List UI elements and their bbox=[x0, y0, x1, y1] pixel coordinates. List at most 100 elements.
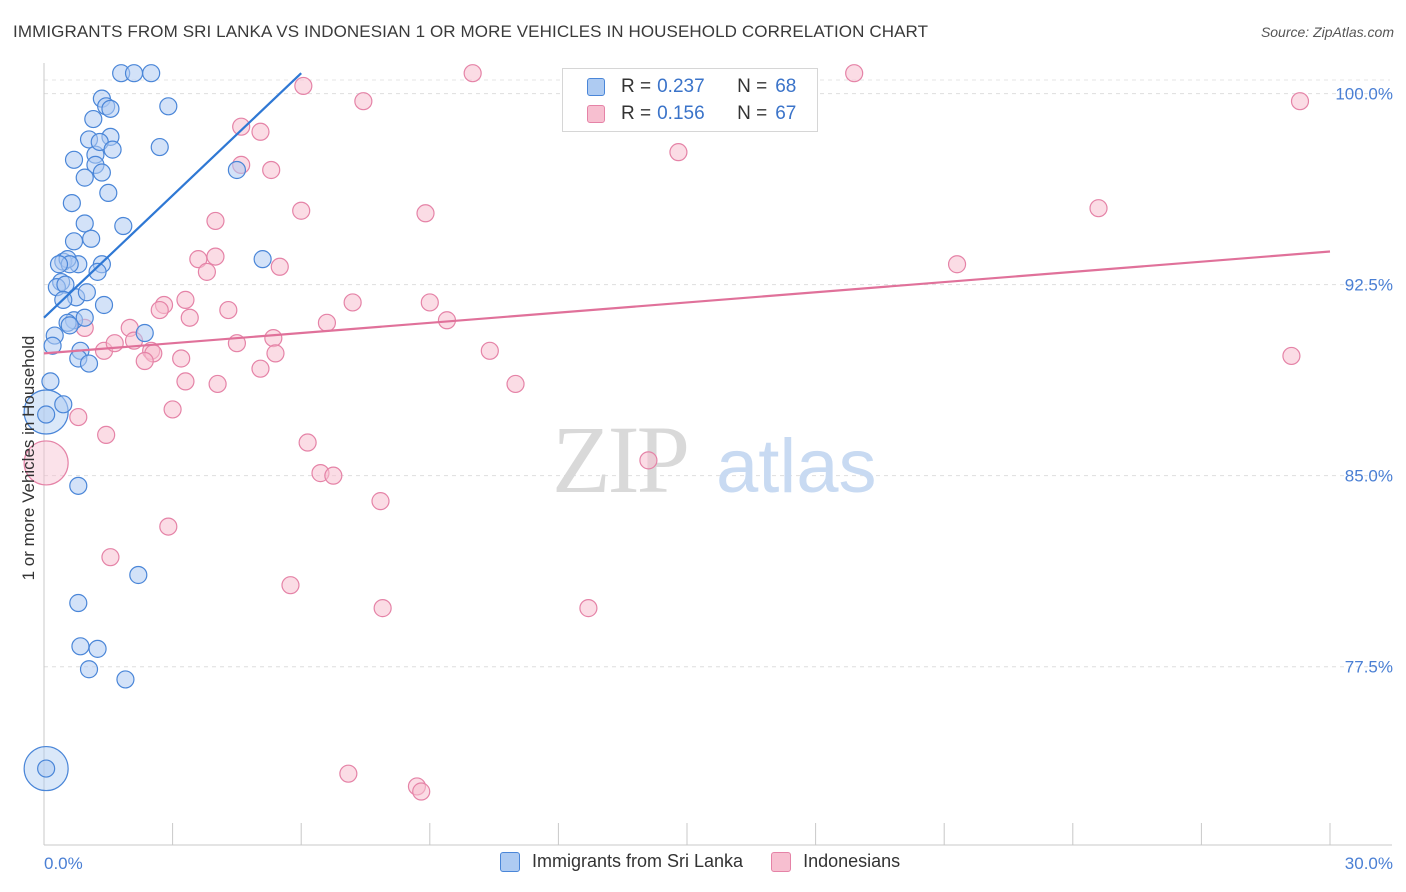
legend-item-indonesians: Indonesians bbox=[771, 851, 900, 872]
legend-r-value: 0.156 bbox=[657, 103, 705, 124]
watermark-atlas: atlas bbox=[716, 424, 877, 509]
sri-lanka-points bbox=[23, 64, 272, 792]
data-point bbox=[129, 565, 148, 585]
data-point bbox=[37, 405, 56, 424]
data-point bbox=[79, 354, 99, 373]
data-point bbox=[99, 183, 118, 203]
legend-row-indonesians: R = 0.156 N = 67 bbox=[587, 102, 796, 126]
y-tick-label: 100.0% bbox=[1335, 85, 1393, 104]
legend-label: Immigrants from Sri Lanka bbox=[532, 851, 744, 871]
data-point bbox=[343, 293, 362, 312]
axes bbox=[43, 63, 1392, 846]
data-point bbox=[54, 395, 73, 414]
trend-line-sri-lanka bbox=[43, 72, 302, 319]
data-point bbox=[292, 201, 311, 220]
data-point bbox=[150, 300, 169, 320]
x-tick-labels: 0.0% 30.0% bbox=[44, 854, 1393, 873]
data-point bbox=[324, 466, 343, 485]
legend-label: Indonesians bbox=[803, 851, 901, 871]
data-point bbox=[114, 216, 133, 236]
data-point bbox=[266, 344, 285, 363]
data-point bbox=[232, 117, 251, 136]
data-point bbox=[354, 92, 373, 111]
data-point bbox=[281, 576, 300, 595]
data-point bbox=[69, 407, 88, 427]
data-point bbox=[294, 76, 313, 96]
data-point bbox=[71, 637, 90, 656]
data-point bbox=[371, 492, 390, 511]
data-point bbox=[37, 759, 56, 778]
data-point bbox=[116, 670, 135, 689]
legend-swatch-blue bbox=[500, 851, 520, 872]
data-point bbox=[317, 313, 337, 332]
legend-n-label: N = bbox=[737, 103, 768, 124]
trend-lines bbox=[43, 72, 1331, 355]
watermark-zip: ZIP bbox=[552, 406, 687, 513]
data-point bbox=[163, 400, 182, 419]
legend-n-label: N = bbox=[737, 76, 768, 97]
chart-title: IMMIGRANTS FROM SRI LANKA VS INDONESIAN … bbox=[13, 22, 929, 41]
data-point bbox=[262, 160, 281, 180]
data-point bbox=[142, 64, 161, 83]
data-point bbox=[947, 255, 967, 274]
data-point bbox=[1282, 346, 1301, 366]
data-point bbox=[103, 140, 122, 159]
data-point bbox=[69, 476, 88, 495]
stats-legend: R = 0.237 N = 68 R = 0.156 N = 67 bbox=[562, 68, 818, 132]
data-point bbox=[159, 517, 178, 536]
data-point bbox=[77, 283, 96, 302]
data-point bbox=[1089, 199, 1108, 218]
data-point bbox=[135, 323, 154, 343]
data-point bbox=[75, 308, 94, 327]
data-point bbox=[60, 316, 79, 335]
legend-n-value: 67 bbox=[775, 103, 797, 124]
data-point bbox=[845, 64, 864, 83]
legend-r-value: 0.237 bbox=[657, 76, 705, 97]
data-point bbox=[639, 451, 658, 470]
data-point bbox=[227, 160, 246, 180]
data-point bbox=[41, 372, 60, 391]
y-tick-label: 85.0% bbox=[1345, 467, 1393, 486]
legend-r-label: R = bbox=[621, 76, 652, 97]
data-point bbox=[172, 349, 191, 368]
data-point bbox=[94, 295, 114, 315]
data-point bbox=[463, 64, 482, 83]
data-point bbox=[480, 341, 499, 360]
source-label: Source: ZipAtlas.com bbox=[1260, 24, 1394, 40]
data-point bbox=[176, 290, 195, 309]
data-point bbox=[219, 300, 238, 320]
data-point bbox=[124, 64, 144, 83]
data-point bbox=[88, 262, 107, 281]
legend-n-value: 68 bbox=[775, 76, 797, 97]
data-point bbox=[416, 204, 435, 223]
data-point-large bbox=[23, 440, 69, 486]
data-point bbox=[412, 782, 431, 801]
data-point bbox=[97, 425, 116, 444]
data-point bbox=[270, 257, 289, 276]
data-point bbox=[101, 99, 120, 118]
data-point bbox=[206, 211, 225, 231]
legend-swatch-pink bbox=[587, 105, 605, 123]
data-point bbox=[150, 137, 169, 157]
y-axis-label: 1 or more Vehicles in Household bbox=[19, 336, 38, 581]
legend-item-sri-lanka: Immigrants from Sri Lanka bbox=[500, 851, 743, 872]
data-point bbox=[251, 359, 270, 378]
data-point bbox=[176, 372, 195, 391]
x-tick-label: 0.0% bbox=[44, 854, 83, 873]
trend-line-indonesians bbox=[43, 250, 1331, 355]
y-tick-label: 92.5% bbox=[1345, 276, 1393, 295]
data-point bbox=[62, 193, 81, 213]
legend-swatch-pink bbox=[771, 851, 792, 872]
data-point bbox=[88, 639, 107, 658]
data-point bbox=[420, 293, 439, 312]
x-tick-label: 30.0% bbox=[1345, 854, 1393, 873]
y-tick-label: 77.5% bbox=[1345, 658, 1393, 677]
data-point bbox=[64, 150, 84, 169]
data-point bbox=[197, 262, 216, 281]
data-point bbox=[135, 351, 154, 371]
y-tick-labels: 100.0% 92.5% 85.0% 77.5% bbox=[1335, 85, 1393, 677]
data-point bbox=[180, 308, 199, 327]
data-point bbox=[49, 255, 69, 274]
data-point bbox=[669, 143, 688, 162]
